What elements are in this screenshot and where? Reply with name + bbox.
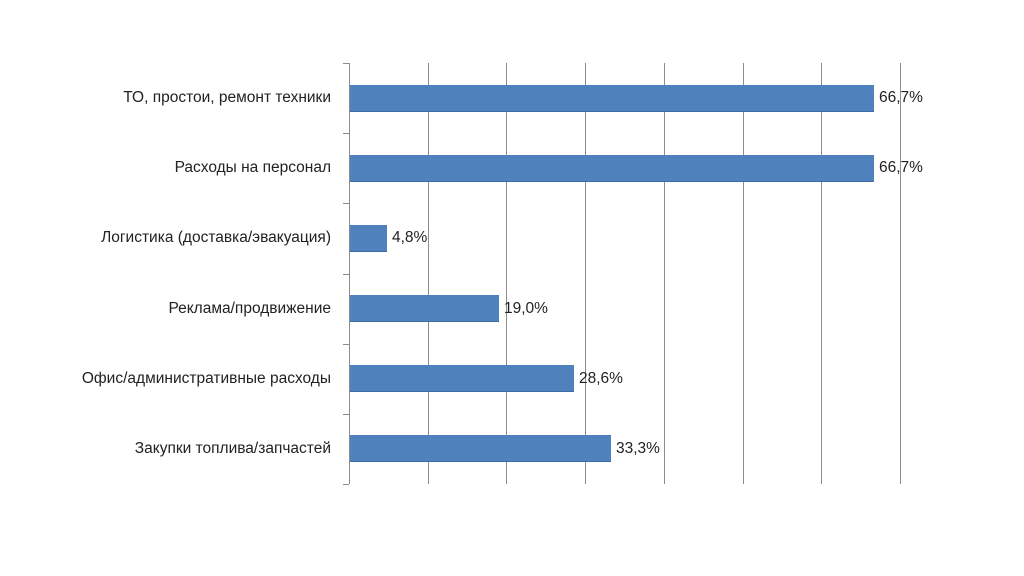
data-label: 66,7% xyxy=(879,89,923,106)
axis-tick xyxy=(343,63,349,64)
data-label: 4,8% xyxy=(392,229,428,246)
category-label: Закупки топлива/запчастей xyxy=(134,440,331,457)
data-label: 66,7% xyxy=(879,159,923,176)
gridline xyxy=(743,63,744,484)
axis-tick xyxy=(343,133,349,134)
category-axis xyxy=(349,63,350,484)
gridline xyxy=(664,63,665,484)
bar xyxy=(350,155,874,182)
category-label: Реклама/продвижение xyxy=(168,300,331,317)
data-label: 33,3% xyxy=(616,440,660,457)
data-label: 19,0% xyxy=(504,300,548,317)
category-label: ТО, простои, ремонт техники xyxy=(123,89,331,106)
bar xyxy=(350,435,611,462)
gridline xyxy=(821,63,822,484)
gridline xyxy=(585,63,586,484)
bar xyxy=(350,295,499,322)
axis-tick xyxy=(343,344,349,345)
axis-tick xyxy=(343,203,349,204)
gridline xyxy=(506,63,507,484)
bar xyxy=(350,225,387,252)
category-label: Расходы на персонал xyxy=(174,159,331,176)
bar xyxy=(350,365,574,392)
category-label: Офис/административные расходы xyxy=(81,370,331,387)
axis-tick xyxy=(343,414,349,415)
category-label: Логистика (доставка/эвакуация) xyxy=(101,229,331,246)
gridline xyxy=(900,63,901,484)
data-label: 28,6% xyxy=(579,370,623,387)
gridline xyxy=(428,63,429,484)
axis-tick xyxy=(343,274,349,275)
bar xyxy=(350,85,874,112)
axis-tick xyxy=(343,484,349,485)
